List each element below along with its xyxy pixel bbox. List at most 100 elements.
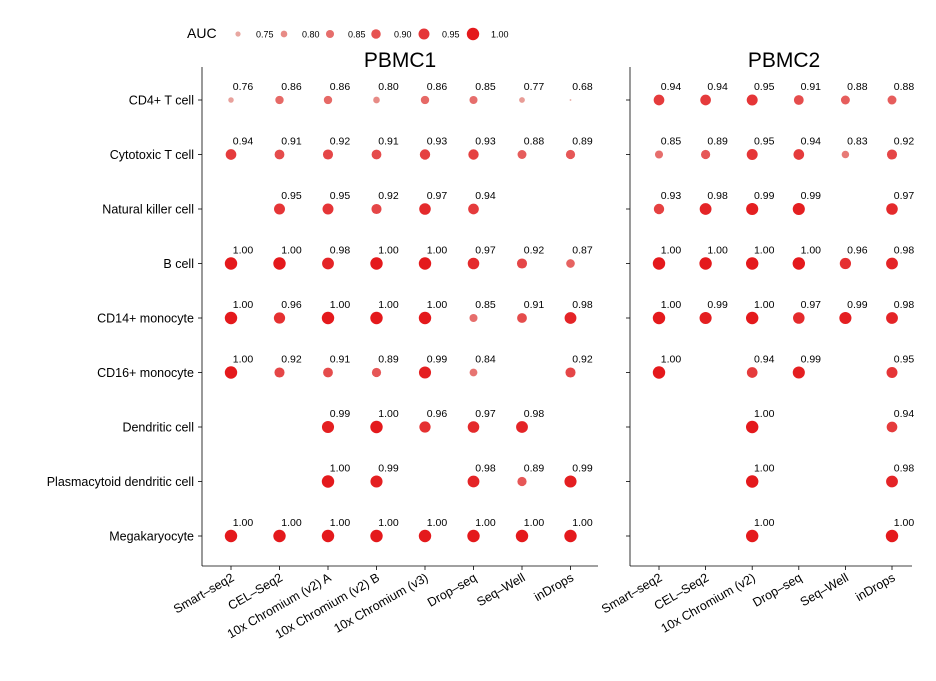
y-tick-label: Natural killer cell — [102, 203, 194, 217]
point-marker — [652, 366, 666, 379]
data-point: 0.99 — [746, 190, 775, 216]
point-marker — [224, 257, 238, 270]
data-point: 0.94 — [225, 136, 253, 160]
data-point: 1.00 — [652, 354, 682, 379]
value-label: 0.94 — [661, 81, 682, 93]
point-marker — [653, 94, 665, 106]
point-marker — [792, 366, 805, 379]
data-point: 0.98 — [467, 463, 496, 488]
data-point: 0.92 — [516, 245, 544, 269]
data-point: 0.98 — [516, 408, 544, 433]
value-label: 0.86 — [427, 81, 448, 93]
value-label: 0.95 — [330, 190, 351, 202]
value-label: 0.86 — [330, 81, 351, 93]
point-marker — [370, 311, 383, 325]
value-label: 0.85 — [475, 299, 496, 311]
y-tick-label: B cell — [163, 257, 194, 271]
point-marker — [321, 529, 335, 543]
value-label: 1.00 — [661, 354, 682, 366]
legend-label: 0.95 — [442, 30, 460, 40]
value-label: 0.97 — [475, 408, 496, 420]
value-label: 0.88 — [524, 136, 545, 148]
point-marker — [275, 95, 284, 105]
data-point: 1.00 — [467, 517, 496, 543]
data-point: 0.99 — [792, 190, 821, 216]
point-marker — [792, 257, 805, 270]
data-point: 1.00 — [370, 299, 399, 325]
point-marker — [564, 475, 577, 488]
x-tick-label: Seq–Well — [474, 570, 527, 609]
legend-label: 0.75 — [256, 30, 274, 40]
data-point: 1.00 — [273, 245, 302, 270]
value-label: 0.92 — [894, 136, 915, 148]
point-marker — [323, 95, 333, 105]
data-point: 0.95 — [886, 354, 914, 378]
value-label: 0.98 — [475, 463, 496, 475]
data-point: 1.00 — [370, 408, 399, 434]
data-point: 0.92 — [371, 190, 399, 215]
point-marker — [467, 257, 480, 270]
data-point: 0.89 — [371, 354, 399, 378]
point-marker — [886, 421, 898, 433]
value-label: 0.99 — [707, 299, 728, 311]
data-point: 0.97 — [793, 299, 821, 324]
legend-entry: 1.00 — [466, 27, 509, 41]
data-point: 0.91 — [517, 299, 544, 323]
data-point: 0.91 — [274, 136, 302, 160]
data-point: 0.88 — [887, 81, 914, 105]
data-point: 0.91 — [323, 354, 350, 378]
data-point: 0.98 — [886, 299, 914, 324]
y-tick-label: CD14+ monocyte — [97, 312, 194, 326]
value-label: 1.00 — [475, 517, 496, 529]
value-label: 0.95 — [281, 190, 302, 202]
data-point: 1.00 — [746, 245, 775, 270]
value-label: 0.80 — [378, 81, 399, 93]
data-point: 1.00 — [652, 245, 682, 270]
value-label: 1.00 — [754, 245, 775, 257]
point-marker — [371, 203, 382, 215]
value-label: 1.00 — [378, 245, 399, 257]
value-label: 0.84 — [475, 354, 496, 366]
point-marker — [224, 311, 238, 325]
point-marker — [840, 95, 850, 105]
value-label: 0.92 — [330, 136, 351, 148]
legend-title: AUC — [187, 25, 217, 41]
point-marker — [886, 367, 898, 378]
value-label: 0.94 — [754, 354, 775, 366]
value-label: 1.00 — [524, 517, 545, 529]
data-point: 1.00 — [418, 517, 447, 543]
point-marker — [224, 529, 238, 543]
data-point: 0.94 — [700, 81, 728, 106]
point-marker — [746, 529, 759, 543]
data-point: 0.99 — [321, 408, 350, 434]
data-point: 0.96 — [273, 299, 302, 324]
point-marker — [273, 257, 286, 270]
value-label: 0.96 — [427, 408, 448, 420]
value-label: 0.97 — [801, 299, 822, 311]
value-label: 0.99 — [754, 190, 775, 202]
legend-key — [466, 27, 480, 41]
value-label: 0.89 — [572, 136, 593, 148]
data-point: 0.85 — [654, 136, 681, 159]
y-tick-label: Megakaryocyte — [109, 530, 194, 544]
legend-key — [280, 30, 288, 38]
value-label: 1.00 — [233, 245, 254, 257]
point-marker — [564, 529, 577, 543]
value-label: 1.00 — [661, 245, 682, 257]
point-marker — [370, 420, 383, 434]
point-marker — [746, 311, 759, 325]
panel-pbmc1: PBMC1 CD4+ T cell Cytotoxic T cell Natural … — [47, 49, 598, 642]
data-point: 1.00 — [370, 517, 399, 543]
value-label: 1.00 — [378, 408, 399, 420]
data-point: 0.95 — [746, 136, 775, 160]
point-marker — [418, 529, 432, 543]
point-marker — [516, 421, 528, 433]
point-marker — [274, 149, 285, 160]
data-point: 0.94 — [653, 81, 682, 106]
value-label: 1.00 — [754, 408, 775, 420]
value-label: 0.98 — [572, 299, 593, 311]
point-marker — [700, 94, 711, 106]
data-point: 1.00 — [321, 463, 350, 488]
